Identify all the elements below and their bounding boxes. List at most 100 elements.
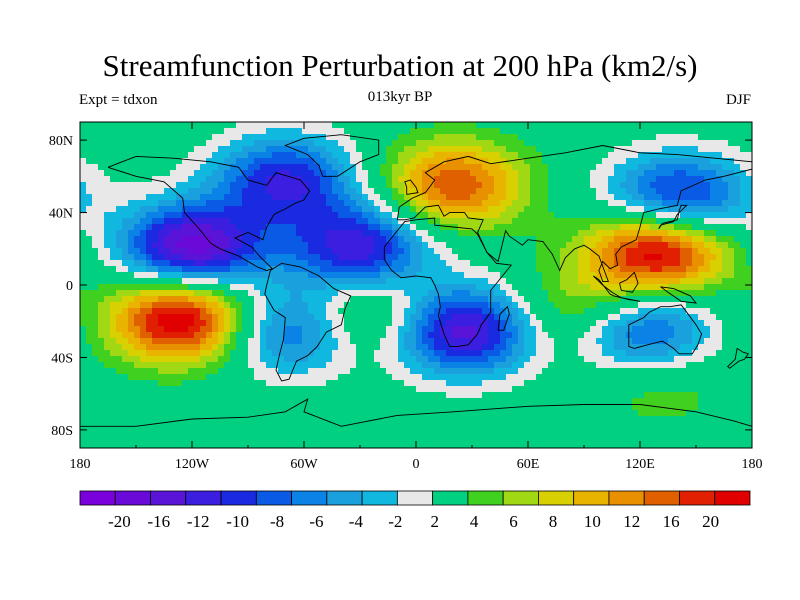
field-cell [620,164,626,170]
field-cell [308,398,314,404]
field-cell [392,260,398,266]
field-cell [290,314,296,320]
field-cell [170,320,176,326]
field-cell [290,428,296,434]
field-cell [344,362,350,368]
field-cell [80,272,86,278]
field-cell [236,338,242,344]
field-cell [266,182,272,188]
field-cell [566,212,572,218]
field-cell [476,164,482,170]
field-cell [470,128,476,134]
field-cell [566,440,572,446]
field-cell [104,254,110,260]
field-cell [242,140,248,146]
field-cell [458,200,464,206]
field-cell [104,278,110,284]
field-cell [584,242,590,248]
field-cell [410,350,416,356]
field-cell [380,356,386,362]
field-cell [290,398,296,404]
field-cell [122,296,128,302]
field-cell [344,440,350,446]
field-cell [500,218,506,224]
field-cell [614,164,620,170]
field-cell [182,146,188,152]
field-cell [554,284,560,290]
field-cell [152,320,158,326]
field-cell [278,314,284,320]
field-cell [302,350,308,356]
field-cell [146,200,152,206]
field-cell [536,302,542,308]
field-cell [542,302,548,308]
field-cell [128,254,134,260]
field-cell [146,278,152,284]
field-cell [530,188,536,194]
field-cell [350,308,356,314]
field-cell [548,128,554,134]
field-cell [578,248,584,254]
field-cell [494,290,500,296]
field-cell [446,290,452,296]
field-cell [440,230,446,236]
field-cell [554,254,560,260]
field-cell [122,398,128,404]
field-cell [584,248,590,254]
field-cell [512,188,518,194]
field-cell [440,446,446,448]
field-cell [536,128,542,134]
field-cell [140,416,146,422]
field-cell [518,422,524,428]
field-cell [506,278,512,284]
field-cell [506,416,512,422]
field-cell [530,260,536,266]
field-cell [446,242,452,248]
field-cell [614,236,620,242]
field-cell [80,200,86,206]
field-cell [92,356,98,362]
field-cell [266,410,272,416]
field-cell [386,344,392,350]
field-cell [584,212,590,218]
field-cell [206,200,212,206]
field-cell [170,134,176,140]
field-cell [158,440,164,446]
field-cell [464,248,470,254]
field-cell [392,146,398,152]
field-cell [404,176,410,182]
field-cell [548,434,554,440]
field-cell [584,164,590,170]
field-cell [416,218,422,224]
field-cell [290,194,296,200]
field-cell [584,194,590,200]
field-cell [128,182,134,188]
field-cell [338,152,344,158]
field-cell [464,386,470,392]
field-cell [584,254,590,260]
field-cell [566,236,572,242]
field-cell [266,128,272,134]
field-cell [548,188,554,194]
field-cell [428,206,434,212]
field-cell [248,434,254,440]
field-cell [308,236,314,242]
field-cell [608,230,614,236]
field-cell [146,314,152,320]
field-cell [116,158,122,164]
field-cell [146,320,152,326]
field-cell [164,440,170,446]
field-cell [296,224,302,230]
field-cell [146,170,152,176]
field-cell [494,350,500,356]
field-cell [224,434,230,440]
field-cell [506,344,512,350]
field-cell [368,386,374,392]
field-cell [320,254,326,260]
field-cell [374,428,380,434]
field-cell [518,302,524,308]
field-cell [278,188,284,194]
field-cell [338,122,344,128]
field-cell [134,230,140,236]
field-cell [302,206,308,212]
